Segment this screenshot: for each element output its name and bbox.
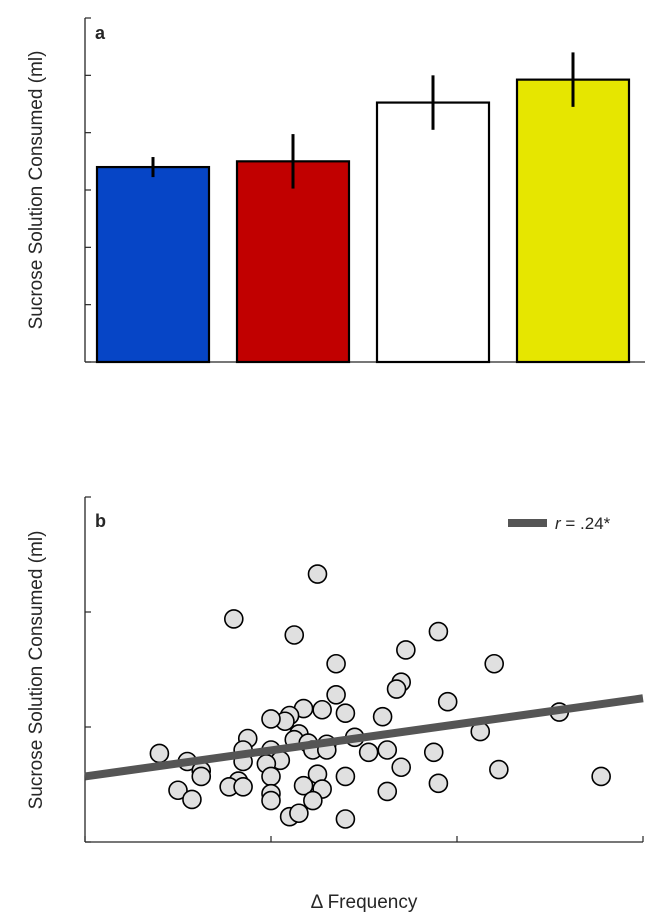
panel-b-data-point <box>358 742 379 763</box>
panel-b-data-point <box>284 625 305 645</box>
panel-b-data-point <box>423 742 444 763</box>
panel-b-data-point <box>335 703 356 724</box>
panel-b-data-point <box>149 743 170 764</box>
panel-b-data-point <box>307 564 328 584</box>
panel-b-data-point <box>293 775 314 796</box>
panel-a-y-axis-label: Sucrose Solution Consumed (ml) <box>26 51 47 330</box>
panel-b-data-point <box>386 679 407 699</box>
panel-b-data-point <box>326 653 346 674</box>
panel-b-data-point <box>335 809 356 829</box>
panel-b-y-axis-label: Sucrose Solution Consumed (ml) <box>26 531 47 810</box>
panel-b-x-axis-label: Δ Frequency <box>311 892 418 913</box>
panel-a-bar <box>375 101 491 364</box>
panel-b-data-point <box>168 780 188 801</box>
panel-b-data-point <box>289 803 309 824</box>
panel-b-scatter-chart: b Sucrose Solution Consumed (ml) Δ Frequ… <box>26 496 644 913</box>
panel-b-data-point <box>396 640 416 660</box>
panel-b-data-point <box>312 699 332 720</box>
panel-b-data-point <box>428 773 449 794</box>
panel-b-data-point <box>372 706 393 727</box>
panel-a-bar <box>515 78 631 364</box>
panel-b-data-point <box>326 684 346 705</box>
panel-b-data-point <box>261 766 281 787</box>
panel-a-label: a <box>95 23 106 43</box>
panel-b-data-point <box>261 709 281 729</box>
panel-b-data-point <box>233 776 253 797</box>
panel-b-data-point <box>428 621 449 642</box>
panel-b-data-point <box>391 757 412 778</box>
panel-a-bar <box>235 160 351 364</box>
panel-b-data-point <box>224 609 244 629</box>
panel-b-legend-label: r = .24* <box>555 514 611 533</box>
panel-b-data-point <box>191 766 212 787</box>
panel-b-data-point <box>182 789 202 810</box>
panel-b-data-point <box>377 740 398 760</box>
panel-b-data-point <box>261 790 281 811</box>
panel-b-data-point <box>484 653 505 674</box>
panel-b-data-point <box>489 759 509 780</box>
panel-a-bar <box>95 165 211 364</box>
panel-b-data-point <box>591 766 611 787</box>
panel-a-bar-chart: a Sucrose Solution Consumed (ml) <box>26 17 645 364</box>
panel-b-data-point <box>437 691 458 712</box>
panel-b-data-point <box>335 766 356 787</box>
panel-b-data-point <box>377 781 398 802</box>
panel-b-data-point <box>303 790 323 811</box>
panel-b-regression-line <box>84 694 644 781</box>
panel-b-label: b <box>95 511 106 531</box>
